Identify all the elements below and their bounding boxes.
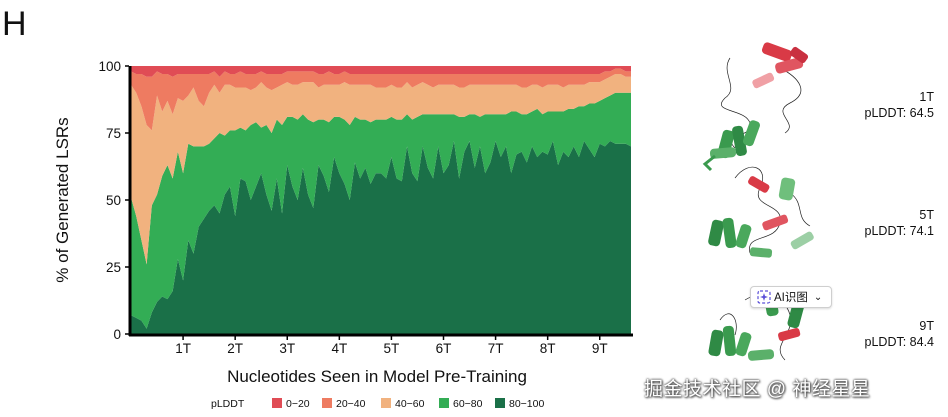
x-tick-label: 9T: [592, 341, 608, 356]
x-tick-label: 8T: [540, 341, 556, 356]
y-tick-label: 75: [106, 126, 121, 141]
x-tick-label: 7T: [488, 341, 504, 356]
legend-swatch: [495, 398, 505, 408]
ai-chip-label: AI识图: [774, 292, 808, 304]
legend-swatch: [272, 398, 282, 408]
legend-swatch: [439, 398, 449, 408]
area-series-40-60: [131, 74, 631, 265]
x-tick-label: 5T: [384, 341, 400, 356]
stacked-area-chart: 0 25 50 75 100 1T 2T 3T 4T 5T 6T 7T 8T 9T % of Generat…: [53, 59, 633, 410]
y-tick-label: 100: [98, 59, 121, 74]
y-tick-label: 50: [106, 193, 121, 208]
y-axis-title: % of Generated LSRs: [53, 117, 72, 282]
structure-label-5t: 5T pLDDT: 74.1: [865, 207, 934, 239]
legend-label: 60−80: [453, 398, 483, 410]
legend-label: 40−60: [395, 398, 425, 410]
protein-structure-5t: [708, 166, 814, 258]
ai-image-recognition-button[interactable]: AI识图 ⌄: [750, 286, 832, 308]
y-tick-label: 0: [113, 327, 121, 342]
protein-structure-1t: [702, 42, 809, 172]
legend-label: 0−20: [286, 398, 310, 410]
structure-plddt: pLDDT: 74.1: [864, 224, 934, 238]
panel-letter: H: [2, 5, 27, 43]
structure-plddt: pLDDT: 84.4: [864, 335, 934, 349]
protein-structure-panel: [702, 42, 814, 361]
area-series-60-80: [131, 92, 631, 329]
legend-label: 20−40: [336, 398, 366, 410]
legend-title: pLDDT: [211, 398, 245, 410]
structure-name: 9T: [919, 319, 934, 333]
structure-label-1t: 1T pLDDT: 64.5: [865, 89, 934, 121]
x-tick-label: 4T: [331, 341, 347, 356]
structure-name: 1T: [919, 90, 934, 104]
x-tick-label: 6T: [436, 341, 452, 356]
y-tick-label: 25: [106, 260, 121, 275]
x-tick-label: 2T: [227, 341, 243, 356]
watermark: 掘金技术社区 @ 神经星星: [644, 379, 871, 400]
legend-swatch: [381, 398, 391, 408]
legend-label: 80−100: [509, 398, 544, 410]
legend-swatch: [322, 398, 332, 408]
area-series-0-20: [131, 66, 631, 77]
x-axis-title: Nucleotides Seen in Model Pre-Training: [227, 367, 527, 386]
x-tick-label: 1T: [175, 341, 191, 356]
ai-sparkle-icon: [757, 290, 771, 304]
structure-name: 5T: [919, 208, 934, 222]
structure-plddt: pLDDT: 64.5: [864, 106, 934, 120]
structure-label-9t: 9T pLDDT: 84.4: [865, 318, 934, 350]
area-series-80-100: [131, 141, 631, 334]
x-tick-label: 3T: [279, 341, 295, 356]
chevron-down-icon: ⌄: [813, 291, 823, 303]
area-series-20-40: [131, 68, 631, 131]
